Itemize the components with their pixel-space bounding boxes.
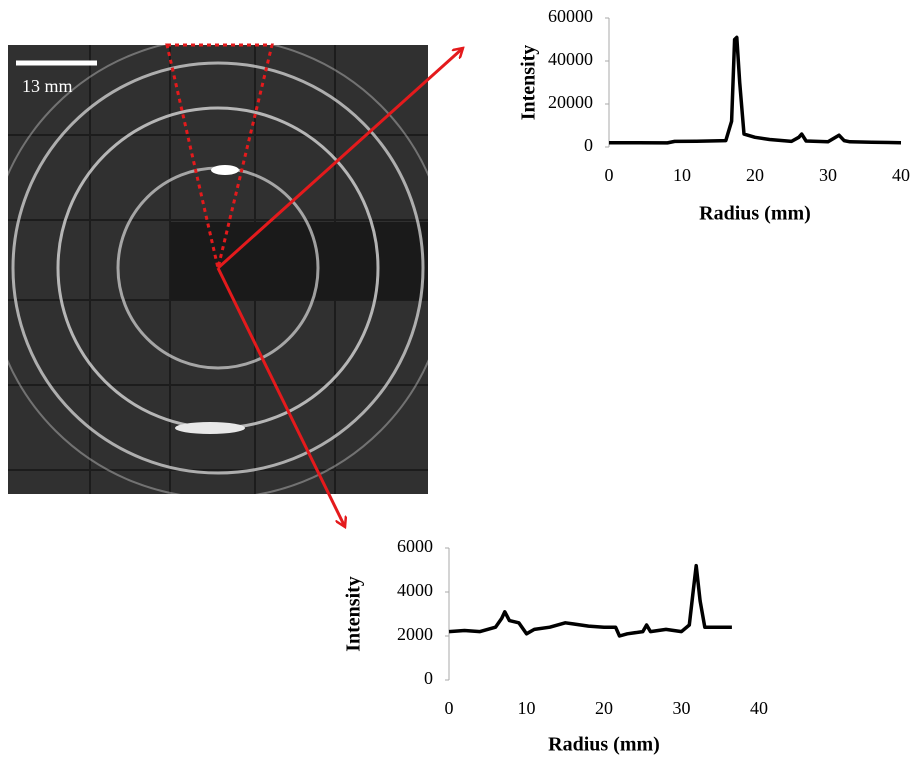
x-tick-label: 0 <box>605 165 614 185</box>
y-tick-label: 20000 <box>548 92 593 112</box>
scale-label: 13 mm <box>22 76 73 96</box>
y-tick-label: 0 <box>584 135 593 155</box>
y-tick-label: 4000 <box>397 580 433 600</box>
x-tick-label: 40 <box>750 698 768 718</box>
x-axis-label: Radius (mm) <box>699 203 811 225</box>
arrow <box>216 267 345 527</box>
y-tick-label: 40000 <box>548 49 593 69</box>
diffraction-image <box>8 45 428 494</box>
data-line <box>609 35 902 145</box>
y-tick-label: 0 <box>424 668 433 688</box>
y-tick-label: 60000 <box>548 6 593 26</box>
x-tick-label: 30 <box>673 698 691 718</box>
x-tick-label: 10 <box>673 165 691 185</box>
y-tick-label: 6000 <box>397 536 433 556</box>
y-tick-label: 2000 <box>397 624 433 644</box>
x-tick-label: 20 <box>746 165 764 185</box>
data-line <box>448 563 732 638</box>
y-axis-label: Intensity <box>518 45 540 121</box>
x-tick-label: 40 <box>892 165 910 185</box>
sector-outline <box>165 43 274 269</box>
x-tick-label: 10 <box>518 698 536 718</box>
x-tick-label: 30 <box>819 165 837 185</box>
x-tick-label: 0 <box>445 698 454 718</box>
x-axis-label: Radius (mm) <box>548 734 660 756</box>
y-axis-label: Intensity <box>343 576 365 652</box>
arrow <box>216 48 463 270</box>
x-tick-label: 20 <box>595 698 613 718</box>
